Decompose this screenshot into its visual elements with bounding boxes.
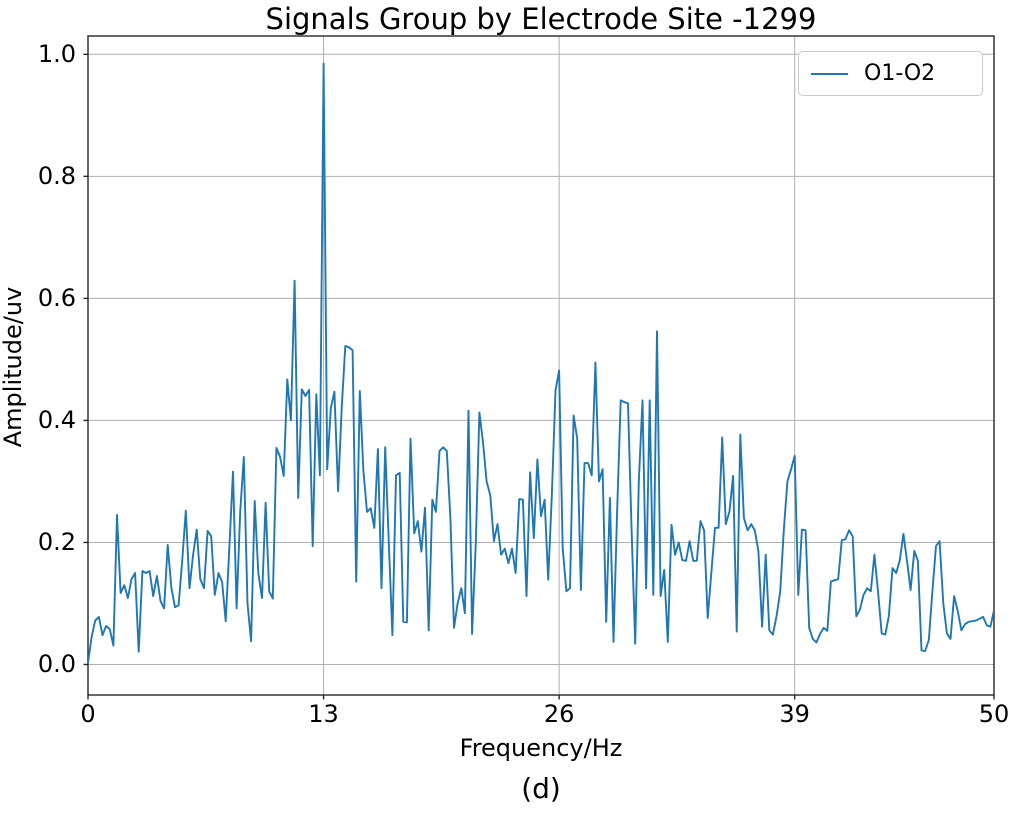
y-tick-label: 0.2: [37, 528, 76, 557]
y-tick-label: 0.0: [37, 650, 76, 679]
y-tick-label: 0.4: [37, 406, 76, 435]
legend-line-sample-icon: [811, 72, 848, 75]
x-tick-label: 26: [543, 700, 575, 728]
signal-line-o1-o2: [88, 62, 994, 664]
axes-spines: [87, 35, 995, 696]
tick-marks: [83, 53, 995, 700]
x-tick-label: 0: [80, 700, 96, 728]
x-tick-label: 50: [978, 700, 1010, 728]
y-tick-label: 0.8: [37, 162, 76, 191]
y-tick-label: 1.0: [37, 40, 76, 69]
x-axis-label: Frequency/Hz: [459, 734, 623, 762]
subplot-caption: (d): [521, 772, 561, 805]
y-axis-label: Amplitude/uv: [0, 286, 27, 448]
x-tick-label: 39: [779, 700, 810, 728]
chart-title: Signals Group by Electrode Site -1299: [265, 2, 817, 36]
y-tick-label: 0.6: [37, 284, 76, 313]
x-tick-label: 13: [308, 700, 339, 728]
legend: O1-O2: [798, 51, 983, 96]
legend-entry-label: O1-O2: [864, 61, 936, 86]
